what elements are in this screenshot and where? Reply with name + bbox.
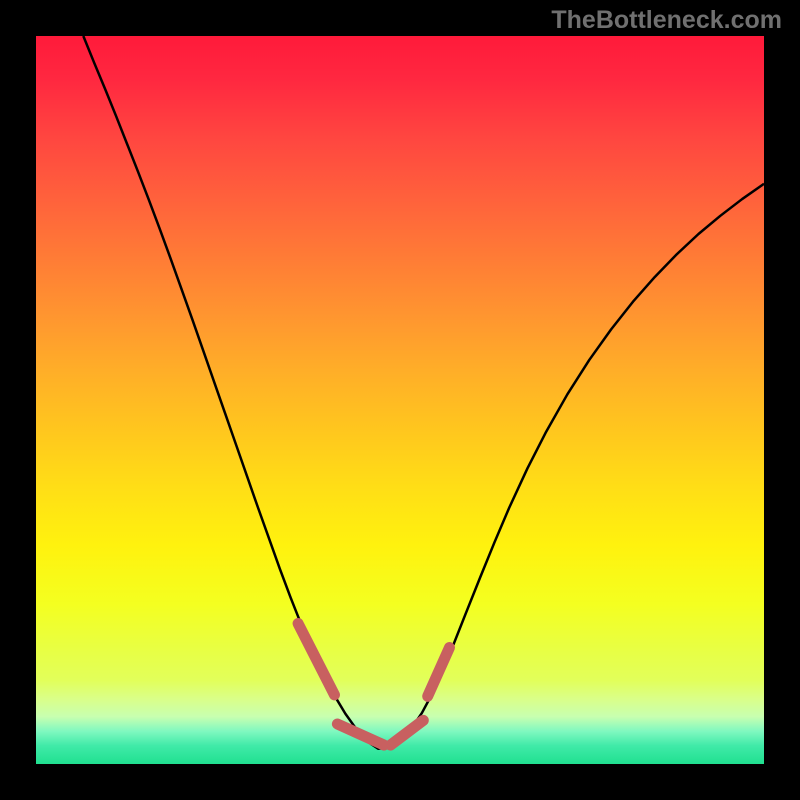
chart-background <box>36 36 764 764</box>
chart-area <box>36 36 764 764</box>
watermark-text: TheBottleneck.com <box>551 6 782 35</box>
bottleneck-chart <box>36 36 764 764</box>
